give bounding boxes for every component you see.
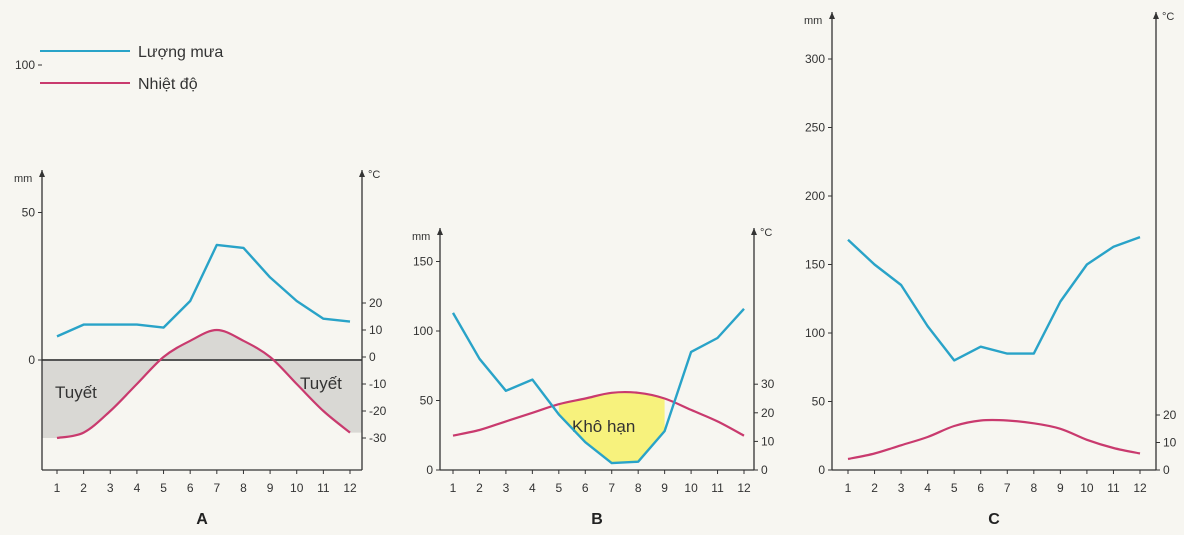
right-tick-label: 0 bbox=[761, 463, 768, 477]
x-tick-label: 10 bbox=[290, 481, 304, 495]
x-tick-label: 4 bbox=[134, 481, 141, 495]
right-tick-label: 10 bbox=[1163, 436, 1177, 450]
x-tick-label: 5 bbox=[951, 481, 958, 495]
right-tick-label: 0 bbox=[1163, 463, 1170, 477]
x-tick-label: 8 bbox=[240, 481, 247, 495]
x-tick-label: 2 bbox=[871, 481, 878, 495]
left-axis-arrow bbox=[39, 170, 45, 177]
series-temperature-line bbox=[452, 390, 745, 437]
right-tick-label: -20 bbox=[369, 404, 387, 418]
left-axis-unit: mm bbox=[412, 231, 430, 243]
left-tick-label: 100 bbox=[805, 326, 825, 340]
left-tick-label: 50 bbox=[420, 394, 434, 408]
x-tick-label: 9 bbox=[661, 481, 668, 495]
left-tick-label: 0 bbox=[818, 463, 825, 477]
x-tick-label: 11 bbox=[1107, 481, 1120, 495]
series-rainfall-line bbox=[847, 235, 1141, 362]
x-tick-label: 11 bbox=[317, 481, 330, 495]
x-tick-label: 1 bbox=[845, 481, 852, 495]
x-tick-label: 12 bbox=[343, 481, 357, 495]
x-tick-label: 3 bbox=[107, 481, 114, 495]
series-rainfall-line bbox=[56, 243, 351, 338]
right-tick-label: 0 bbox=[369, 350, 376, 364]
left-tick-label: 150 bbox=[805, 258, 825, 272]
left-tick-label: 250 bbox=[805, 121, 825, 135]
left-tick-label: 100 bbox=[413, 324, 433, 338]
chart-name: B bbox=[591, 511, 603, 528]
legend: Lượng mưa Nhiệt độ bbox=[40, 44, 223, 93]
series-temperature-line bbox=[56, 328, 351, 440]
left-axis-arrow bbox=[437, 228, 443, 235]
left-tick-label: 0 bbox=[426, 463, 433, 477]
legend-temp-label: Nhiệt độ bbox=[138, 76, 198, 93]
x-tick-label: 2 bbox=[476, 481, 483, 495]
left-axis-unit: mm bbox=[804, 15, 822, 27]
x-tick-label: 2 bbox=[80, 481, 87, 495]
right-tick-label: -30 bbox=[369, 431, 387, 445]
left-tick-label: 100 bbox=[15, 58, 35, 72]
right-tick-label: -10 bbox=[369, 377, 387, 391]
right-axis-arrow bbox=[1153, 12, 1159, 19]
chart-name: C bbox=[988, 511, 1000, 528]
x-tick-label: 4 bbox=[924, 481, 931, 495]
left-tick-label: 300 bbox=[805, 52, 825, 66]
x-tick-label: 7 bbox=[608, 481, 615, 495]
left-tick-label: 50 bbox=[22, 206, 36, 220]
annotation-snow-left: Tuyết bbox=[55, 383, 97, 402]
right-tick-label: 10 bbox=[369, 323, 383, 337]
x-tick-label: 5 bbox=[555, 481, 562, 495]
right-axis-arrow bbox=[751, 228, 757, 235]
left-tick-label: 150 bbox=[413, 255, 433, 269]
left-tick-label: 0 bbox=[28, 353, 35, 367]
x-tick-label: 9 bbox=[267, 481, 274, 495]
x-tick-label: 5 bbox=[160, 481, 167, 495]
right-tick-label: 20 bbox=[761, 406, 775, 420]
annotation-dry: Khô hạn bbox=[572, 417, 635, 436]
right-axis-unit: °C bbox=[368, 169, 380, 181]
left-tick-label: 50 bbox=[812, 395, 826, 409]
x-tick-label: 8 bbox=[635, 481, 642, 495]
x-tick-label: 4 bbox=[529, 481, 536, 495]
x-tick-label: 10 bbox=[684, 481, 698, 495]
x-tick-label: 10 bbox=[1080, 481, 1094, 495]
annotation-snow-right: Tuyết bbox=[300, 374, 342, 393]
left-tick-label: 200 bbox=[805, 189, 825, 203]
right-axis-unit: °C bbox=[1162, 11, 1174, 23]
x-tick-label: 3 bbox=[503, 481, 510, 495]
x-tick-label: 1 bbox=[54, 481, 61, 495]
chart-name: A bbox=[196, 511, 208, 528]
right-tick-label: 20 bbox=[369, 296, 383, 310]
x-tick-label: 7 bbox=[1004, 481, 1011, 495]
legend-rain-label: Lượng mưa bbox=[138, 44, 223, 61]
series-temperature-line bbox=[847, 418, 1141, 461]
x-tick-label: 12 bbox=[737, 481, 751, 495]
x-tick-label: 6 bbox=[187, 481, 194, 495]
dry-area bbox=[558, 392, 665, 464]
x-tick-label: 3 bbox=[898, 481, 905, 495]
x-tick-label: 8 bbox=[1030, 481, 1037, 495]
right-axis-unit: °C bbox=[760, 227, 772, 239]
x-tick-label: 12 bbox=[1133, 481, 1147, 495]
x-tick-label: 6 bbox=[977, 481, 984, 495]
right-tick-label: 20 bbox=[1163, 408, 1177, 422]
left-axis-unit: mm bbox=[14, 173, 32, 185]
x-tick-label: 7 bbox=[213, 481, 220, 495]
series-rainfall-line bbox=[451, 307, 745, 465]
x-tick-label: 9 bbox=[1057, 481, 1064, 495]
x-tick-label: 11 bbox=[711, 481, 724, 495]
left-axis-arrow bbox=[829, 12, 835, 19]
x-tick-label: 1 bbox=[450, 481, 457, 495]
right-tick-label: 30 bbox=[761, 377, 775, 391]
x-tick-label: 6 bbox=[582, 481, 589, 495]
right-axis-arrow bbox=[359, 170, 365, 177]
right-tick-label: 10 bbox=[761, 434, 775, 448]
